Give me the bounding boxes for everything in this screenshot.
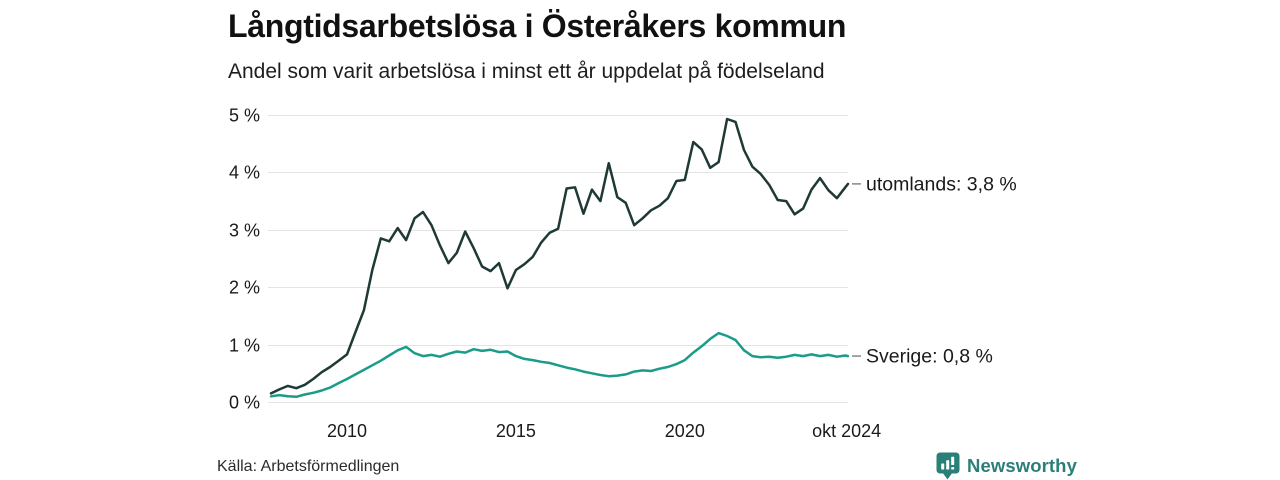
- end-label-sverige: Sverige: 0,8 %: [866, 346, 993, 368]
- y-tick-label: 3 %: [229, 221, 260, 241]
- series-line-sverige: [269, 331, 850, 399]
- series-end-labels: utomlands: 3,8 % Sverige: 0,8 %: [852, 173, 1017, 368]
- x-axis-tick-labels: 2010 2015 2020 okt 2024: [327, 421, 881, 441]
- x-tick-label: 2010: [327, 421, 367, 441]
- data-series-lines: [269, 117, 850, 399]
- y-tick-label: 2 %: [229, 278, 260, 298]
- series-line-utomlands: [269, 117, 850, 395]
- x-tick-label: 2020: [665, 421, 705, 441]
- chart-title: Långtidsarbetslösa i Österåkers kommun: [228, 8, 847, 44]
- y-tick-label: 5 %: [229, 106, 260, 126]
- y-axis-tick-labels: 0 % 1 % 2 % 3 % 4 % 5 %: [229, 106, 260, 413]
- y-tick-label: 4 %: [229, 163, 260, 183]
- y-tick-label: 1 %: [229, 336, 260, 356]
- newsworthy-bar-chart-icon: [936, 452, 960, 480]
- newsworthy-logo: Newsworthy: [936, 451, 1077, 480]
- source-attribution: Källa: Arbetsförmedlingen: [217, 458, 400, 475]
- y-tick-label: 0 %: [229, 393, 260, 413]
- x-tick-label: 2015: [496, 421, 536, 441]
- newsworthy-wordmark: Newsworthy: [967, 455, 1077, 476]
- chart-subtitle: Andel som varit arbetslösa i minst ett å…: [228, 60, 825, 83]
- end-label-utomlands: utomlands: 3,8 %: [866, 173, 1017, 195]
- gridlines: [268, 115, 848, 403]
- x-tick-label: okt 2024: [812, 421, 881, 441]
